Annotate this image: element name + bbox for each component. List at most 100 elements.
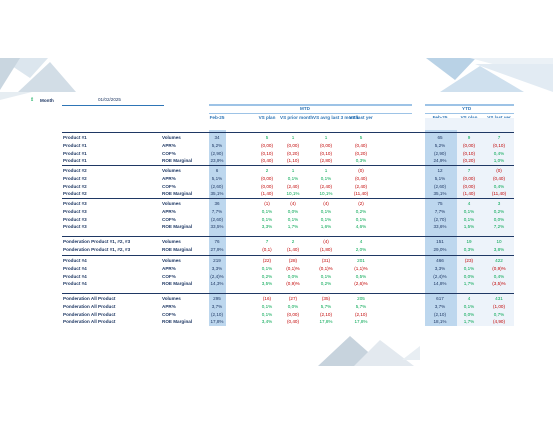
ytd-cell: 24,9% <box>433 158 447 164</box>
mtd-cell: (2,60) <box>210 183 223 189</box>
mtd-cell: (28) <box>288 258 298 263</box>
row-product-label: Product #4 <box>63 265 87 271</box>
ytd-cell: (1,40) <box>462 191 475 197</box>
mtd-cell: 5,7% <box>355 303 367 309</box>
mtd-cell: 33,5% <box>210 224 224 230</box>
mtd-cell: 0,1% <box>320 216 332 222</box>
row-metric-label: Volumes <box>162 135 181 140</box>
row-product-label: Ponderation Product #1, #2, #3 <box>63 246 131 252</box>
ytd-cell: 0,1% <box>463 216 475 222</box>
ytd-cell: 0,1% <box>463 208 475 214</box>
group-separator <box>62 132 514 133</box>
row-product-label: Ponderation All Product <box>63 296 116 301</box>
mtd-cell: (2,80) <box>319 158 332 164</box>
row-product-label: Product #1 <box>63 158 87 164</box>
ytd-cell: 422 <box>495 258 503 263</box>
mtd-cell: (2,40) <box>354 183 367 189</box>
mtd-cell: 4,6% <box>355 224 367 230</box>
mtd-cell: 17,8% <box>319 319 333 325</box>
ytd-cell: (3,5)% <box>492 281 506 287</box>
ytd-cell: 14,8% <box>433 281 447 287</box>
mtd-cell: 7 <box>265 239 269 244</box>
mtd-cell: 295 <box>213 296 221 301</box>
mtd-cell: 0,1% <box>261 208 273 214</box>
mtd-cell: 0,2% <box>355 208 367 214</box>
row-metric-label: Volumes <box>162 168 181 173</box>
mtd-cell: (22) <box>262 258 272 263</box>
mtd-cell: (16) <box>262 296 272 301</box>
mtd-col-header: Feb-25 <box>209 115 225 120</box>
ytd-cell: 466 <box>436 258 444 263</box>
mtd-cell: 1,6% <box>320 224 332 230</box>
mtd-cell: 23,9% <box>210 158 224 164</box>
mtd-cell: 3,3% <box>211 265 223 271</box>
ytd-cell: 19 <box>466 239 472 244</box>
row-product-label: Ponderation All Product <box>63 303 116 309</box>
mtd-cell: 0,5% <box>355 273 367 279</box>
mtd-cell: 5 <box>359 135 363 140</box>
ytd-cell: (0,10) <box>492 142 505 148</box>
row-product-label: Product #1 <box>63 150 87 156</box>
row-metric-label: COF% <box>162 150 176 156</box>
mtd-cell: 3,7% <box>211 303 223 309</box>
mtd-cell: (0,00) <box>286 142 299 148</box>
ytd-cell: 9 <box>467 135 471 140</box>
ytd-cell: (0) <box>496 168 502 173</box>
mtd-cell: 0,1% <box>320 273 332 279</box>
mtd-cell: 17,8% <box>210 319 224 325</box>
ytd-cell: 18,1% <box>433 319 447 325</box>
mtd-cell: (2,4)% <box>210 273 224 279</box>
mtd-cell: (0,9)% <box>286 281 300 287</box>
group-separator <box>62 255 514 256</box>
ytd-cell: 0,7% <box>493 311 505 317</box>
mtd-cell: 0,1% <box>261 216 273 222</box>
ytd-cell: 7,2% <box>493 224 505 230</box>
mtd-cell: (2,6)% <box>354 281 368 287</box>
mtd-cell: 1 <box>324 135 328 140</box>
ytd-cell: 29,0% <box>433 246 447 252</box>
group-separator <box>62 198 514 199</box>
mtd-cell: (1,10) <box>286 158 299 164</box>
mtd-cell: 2,0% <box>355 246 367 252</box>
ytd-cell: (0,00) <box>462 183 475 189</box>
ytd-cell: 33,6% <box>433 224 447 230</box>
mtd-cell: 201 <box>357 258 365 263</box>
mtd-cell: 205 <box>357 296 365 301</box>
mtd-cell: (4) <box>323 239 329 244</box>
row-metric-label: APR% <box>162 303 176 309</box>
filter-toggle-icon[interactable]: ⇕ <box>30 97 35 103</box>
mtd-cell: (1,40) <box>260 191 273 197</box>
row-product-label: Product #1 <box>63 135 87 140</box>
mtd-cell: (2,60) <box>210 216 223 222</box>
mtd-cell: 4 <box>359 239 363 244</box>
mtd-cell: (1,1)% <box>354 265 368 271</box>
ytd-cell: 4 <box>467 296 471 301</box>
row-metric-label: Volumes <box>162 201 181 206</box>
ytd-cell: (2,10) <box>433 311 446 317</box>
ytd-col-header: VS last yer <box>486 115 512 121</box>
month-select[interactable]: 01/02/2025 <box>62 96 164 106</box>
mtd-cell: 5,1% <box>211 175 223 181</box>
ytd-cell: 0,4% <box>493 273 505 279</box>
ytd-cell: (2,70) <box>433 216 446 222</box>
ytd-cell: 3 <box>497 201 501 206</box>
mtd-cell: 5,7% <box>320 303 332 309</box>
mtd-cell: 1,7% <box>287 224 299 230</box>
row-product-label: Ponderation Product #1, #2, #3 <box>63 239 131 244</box>
mtd-cell: (27) <box>288 296 298 301</box>
mtd-cell: 10,1% <box>319 191 333 197</box>
row-metric-label: APR% <box>162 265 176 271</box>
mtd-cell: (35) <box>321 296 331 301</box>
row-product-label: Product #3 <box>63 224 87 230</box>
mtd-cell: 0,0% <box>287 303 299 309</box>
mtd-cell: 0,2% <box>261 273 273 279</box>
ytd-cell: (2,4)% <box>433 273 447 279</box>
mtd-cell: (2,40) <box>286 183 299 189</box>
mtd-cell: (0,40) <box>354 175 367 181</box>
mtd-cell: 0,1% <box>320 208 332 214</box>
ytd-cell: 7,7% <box>434 208 446 214</box>
ytd-cell: (11,40) <box>491 191 507 197</box>
ytd-cell: (0,00) <box>462 175 475 181</box>
